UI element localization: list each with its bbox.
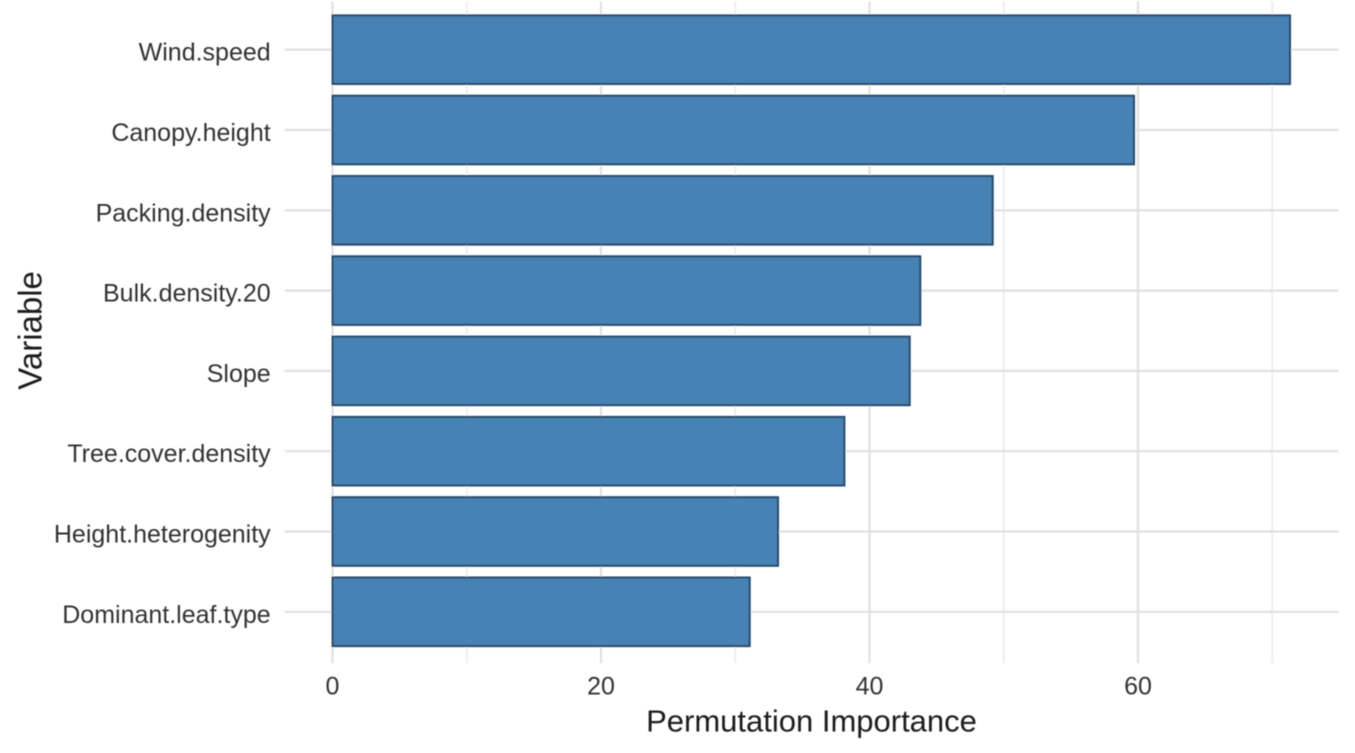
svg-text:Wind.speed: Wind.speed	[139, 39, 271, 67]
svg-text:Canopy.height: Canopy.height	[111, 119, 270, 147]
svg-text:20: 20	[587, 673, 615, 701]
svg-text:Packing.density: Packing.density	[96, 199, 272, 227]
svg-text:Dominant.leaf.type: Dominant.leaf.type	[62, 601, 270, 629]
svg-text:Height.heterogenity: Height.heterogenity	[54, 521, 271, 549]
svg-text:Tree.cover.density: Tree.cover.density	[67, 440, 271, 468]
svg-text:Variable: Variable	[11, 271, 48, 390]
svg-text:Permutation Importance: Permutation Importance	[646, 704, 977, 739]
svg-text:40: 40	[856, 673, 884, 701]
svg-text:60: 60	[1124, 673, 1152, 701]
svg-text:Bulk.density.20: Bulk.density.20	[103, 280, 271, 308]
svg-text:0: 0	[326, 673, 340, 701]
svg-text:Slope: Slope	[207, 360, 271, 388]
